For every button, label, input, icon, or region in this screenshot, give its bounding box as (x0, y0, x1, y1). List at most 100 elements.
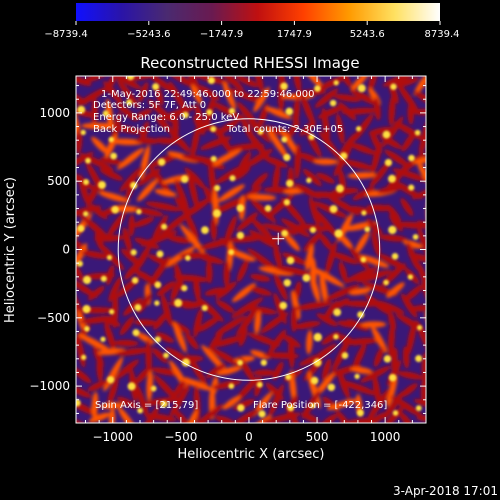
heatmap-blob (335, 184, 345, 193)
heatmap-blob (334, 229, 343, 238)
heatmap-ridge (152, 214, 168, 242)
heatmap-ridge (108, 138, 144, 146)
heatmap-blob (84, 326, 90, 332)
heatmap-ridge (347, 172, 378, 179)
heatmap-ridge (140, 230, 178, 247)
heatmap-ridge (289, 370, 297, 404)
heatmap-ridge (250, 274, 271, 282)
heatmap-ridge (352, 113, 374, 143)
heatmap-ridge (338, 233, 354, 250)
heatmap-ridge (103, 80, 123, 105)
heatmap-blob (182, 111, 189, 119)
heatmap-ridge (156, 281, 176, 296)
heatmap-ridge (246, 194, 277, 201)
heatmap-ridge (76, 366, 92, 384)
heatmap-blob (258, 410, 266, 418)
heatmap-ridge (219, 76, 244, 91)
heatmap-ridge (91, 136, 110, 155)
heatmap-blob (106, 254, 113, 261)
colorbar-tick-label: −1747.9 (200, 29, 243, 40)
heatmap-ridge (402, 346, 410, 369)
heatmap-ridge (211, 380, 242, 390)
heatmap-ridge (293, 76, 302, 93)
heatmap-blob (77, 105, 86, 114)
heatmap-ridge (160, 210, 192, 236)
y-axis-label: Heliocentric Y (arcsec) (3, 177, 18, 323)
heatmap-ridge (350, 366, 373, 374)
heatmap-ridge (305, 244, 314, 271)
annotation-block: 1-May-2016 22:49:46.000 to 22:59:46.000 … (93, 89, 387, 411)
heatmap-ridge (235, 306, 259, 337)
heatmap-ridge (310, 267, 345, 288)
heatmap-ridge (247, 248, 280, 273)
heatmap-ridge (342, 338, 380, 346)
heatmap-blob (310, 403, 316, 409)
heatmap-ridge (154, 188, 177, 197)
annotation-method: Back Projection (93, 124, 170, 135)
heatmap-blob (80, 354, 87, 361)
heatmap-ridge (371, 326, 388, 353)
axis-ticks (76, 76, 426, 423)
heatmap-ridge (236, 212, 259, 232)
heatmap-ridge (413, 399, 426, 410)
heatmap-blob (136, 208, 142, 215)
heatmap-ridge (349, 247, 370, 270)
heatmap-ridge (384, 149, 410, 168)
heatmap-ridge (360, 366, 391, 383)
heatmap-ridge (210, 218, 217, 241)
flare-position-marker (272, 232, 285, 245)
axis-tick-labels: −1000 −500 0 500 1000 −1000 −500 0 500 1000 (29, 106, 400, 444)
heatmap-ridge (362, 412, 387, 423)
heatmap-ridge (128, 214, 135, 237)
heatmap-ridge (135, 137, 160, 145)
heatmap-ridge (208, 157, 216, 196)
heatmap-ridge (224, 215, 237, 244)
heatmap-ridge (210, 336, 245, 348)
heatmap-blob (110, 152, 118, 160)
heatmap-ridge (281, 252, 308, 266)
heatmap-ridge (294, 143, 301, 180)
heatmap-blob (107, 376, 115, 384)
heatmap-blob (310, 376, 319, 385)
heatmap-ridge (236, 101, 258, 127)
heatmap-ridge (311, 207, 339, 238)
heatmap-ridge (116, 396, 139, 409)
heatmap-blob (201, 304, 208, 312)
heatmap-ridge (350, 76, 369, 92)
heatmap-ridge (238, 327, 248, 347)
heatmap-blob (229, 175, 236, 182)
colorbar-tick-label: −8739.4 (44, 29, 87, 40)
heatmap-ridge (171, 376, 189, 400)
y-tick-label: 1000 (39, 106, 70, 120)
x-tick-label: −1000 (92, 430, 133, 444)
heatmap-ridge (413, 76, 426, 96)
heatmap-ridge (94, 234, 125, 242)
heatmap-ridge (248, 229, 280, 249)
heatmap-ridge (155, 86, 164, 106)
heatmap-blob (181, 284, 188, 292)
heatmap-ridge (77, 333, 112, 353)
heatmap-ridge (410, 304, 426, 312)
heatmap-ridge (417, 161, 426, 188)
heatmap-blob (237, 404, 245, 412)
heatmap-ridge (315, 76, 348, 92)
heatmap-ridge (373, 97, 381, 121)
heatmap-ridge (250, 349, 270, 360)
heatmap-blob (82, 305, 91, 314)
heatmap-ridge (391, 180, 423, 200)
heatmap-ridge (400, 383, 418, 398)
heatmap-ridge (257, 103, 269, 129)
heatmap-ridge (107, 377, 119, 406)
heatmap-ridge (367, 388, 390, 422)
heatmap-blob (163, 352, 169, 359)
heatmap-ridge (209, 149, 242, 167)
heatmap-ridge (210, 101, 245, 121)
heatmap-blob (80, 129, 86, 136)
heatmap-ridge (399, 411, 415, 423)
heatmap-ridge (264, 235, 285, 244)
heatmap-blob (384, 158, 393, 167)
heatmap-ridge (133, 108, 153, 120)
heatmap-ridge (174, 179, 190, 213)
heatmap-ridge (299, 120, 316, 136)
heatmap-ridge (396, 82, 420, 114)
